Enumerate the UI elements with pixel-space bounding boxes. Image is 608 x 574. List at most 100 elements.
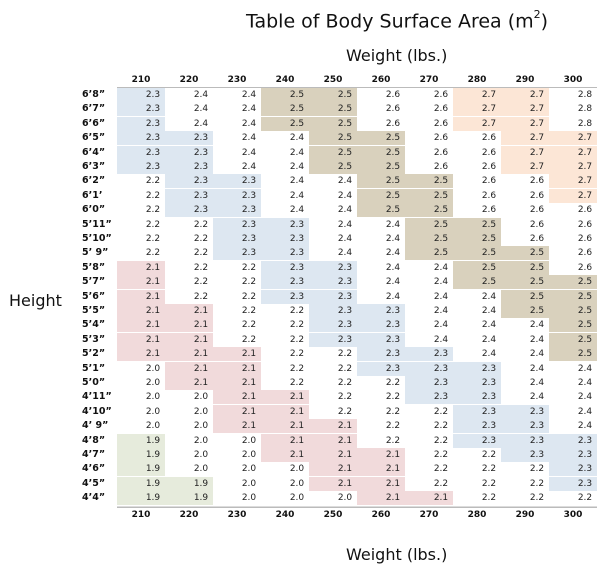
table-cell: 2.7 [501,102,549,117]
table-cell: 2.4 [405,332,453,347]
table-cell: 2.7 [501,116,549,131]
table-cell: 2.6 [405,160,453,174]
table-cell: 2.5 [453,217,501,232]
table-cell: 2.5 [309,102,357,117]
table-cell: 2.3 [453,419,501,434]
table-cell: 2.8 [549,116,597,131]
table-cell: 2.3 [357,361,405,376]
table-cell: 2.0 [213,476,261,491]
table-cell: 2.1 [117,332,165,347]
column-header-bottom: 240 [275,509,295,520]
table-cell: 2.1 [213,347,261,362]
row-divider [117,505,597,507]
table-cell: 2.3 [357,318,405,333]
table-cell: 2.6 [453,188,501,203]
table-cell: 2.4 [453,289,501,304]
table-cell: 2.6 [501,232,549,246]
table-cell: 2.6 [357,102,405,117]
table-cell: 2.3 [453,390,501,405]
table-cell: 2.5 [549,347,597,362]
table-cell: 2.4 [549,376,597,390]
table-cell: 2.6 [501,174,549,189]
table-cell: 2.4 [357,217,405,232]
table-cell: 2.2 [405,462,453,477]
table-cell: 1.9 [117,433,165,448]
table-cell: 2.3 [405,390,453,405]
table-cell: 2.4 [213,88,261,102]
table-cell: 2.1 [357,448,405,462]
table-cell: 2.4 [501,390,549,405]
table-cell: 2.2 [453,462,501,477]
row-label: 5’1” [82,362,106,374]
table-cell: 2.1 [213,361,261,376]
table-cell: 2.0 [117,404,165,419]
table-cell: 2.4 [261,131,309,146]
table-cell: 2.3 [213,246,261,261]
table-cell: 2.6 [405,116,453,131]
row-label: 5’6” [82,290,106,302]
table-cell: 2.1 [357,462,405,477]
table-cell: 2.2 [213,260,261,275]
table-cell: 1.9 [117,448,165,462]
header-rule-top [117,87,597,88]
table-cell: 2.4 [405,260,453,275]
table-cell: 2.2 [405,476,453,491]
table-cell: 2.4 [309,232,357,246]
table-cell: 2.4 [357,275,405,290]
table-cell: 2.2 [213,318,261,333]
table-cell: 2.3 [357,304,405,318]
table-cell: 2.3 [117,88,165,102]
table-cell: 2.1 [357,491,405,506]
table-cell: 2.4 [213,116,261,131]
table-cell: 2.0 [117,376,165,390]
row-label: 6’6” [82,117,106,129]
table-cell: 2.3 [165,145,213,160]
table-cell: 2.1 [165,361,213,376]
table-cell: 2.3 [453,404,501,419]
table-cell: 2.3 [117,145,165,160]
table-cell: 2.3 [501,404,549,419]
row-label: 5’7” [82,276,106,288]
table-cell: 2.3 [549,476,597,491]
table-cell: 2.7 [453,88,501,102]
table-cell: 2.5 [309,116,357,131]
table-cell: 2.5 [357,174,405,189]
row-label: 5’5” [82,305,106,316]
table-cell: 2.3 [309,304,357,318]
table-cell: 2.2 [405,404,453,419]
table-cell: 2.1 [117,275,165,290]
table-cell: 2.2 [165,289,213,304]
table-cell: 2.7 [501,160,549,174]
table-cell: 2.6 [549,260,597,275]
table-cell: 2.2 [309,347,357,362]
row-label: 5’11” [82,218,112,230]
table-cell: 2.4 [405,289,453,304]
table-cell: 2.1 [213,390,261,405]
table-cell: 2.3 [549,462,597,477]
column-header-top: 300 [563,75,583,85]
table-cell: 2.5 [357,145,405,160]
column-header-top: 230 [227,75,247,85]
table-cell: 2.3 [165,131,213,146]
table-cell: 2.4 [501,347,549,362]
column-header-bottom: 260 [371,509,391,520]
table-cell: 2.1 [117,289,165,304]
table-cell: 2.4 [213,131,261,146]
table-cell: 2.5 [501,304,549,318]
chart-title-text: Table of Body Surface Area (m [246,10,534,33]
table-cell: 2.4 [309,174,357,189]
table-cell: 2.3 [117,160,165,174]
table-cell: 2.3 [261,217,309,232]
table-cell: 2.0 [309,491,357,506]
table-cell: 2.3 [117,116,165,131]
column-header-top: 280 [467,75,487,85]
table-cell: 2.3 [165,203,213,218]
column-header-top: 240 [275,75,295,85]
table-cell: 2.2 [165,246,213,261]
table-cell: 2.3 [261,246,309,261]
table-cell: 2.8 [549,102,597,117]
table-cell: 2.0 [213,433,261,448]
table-cell: 2.2 [213,304,261,318]
table-cell: 2.5 [549,275,597,290]
